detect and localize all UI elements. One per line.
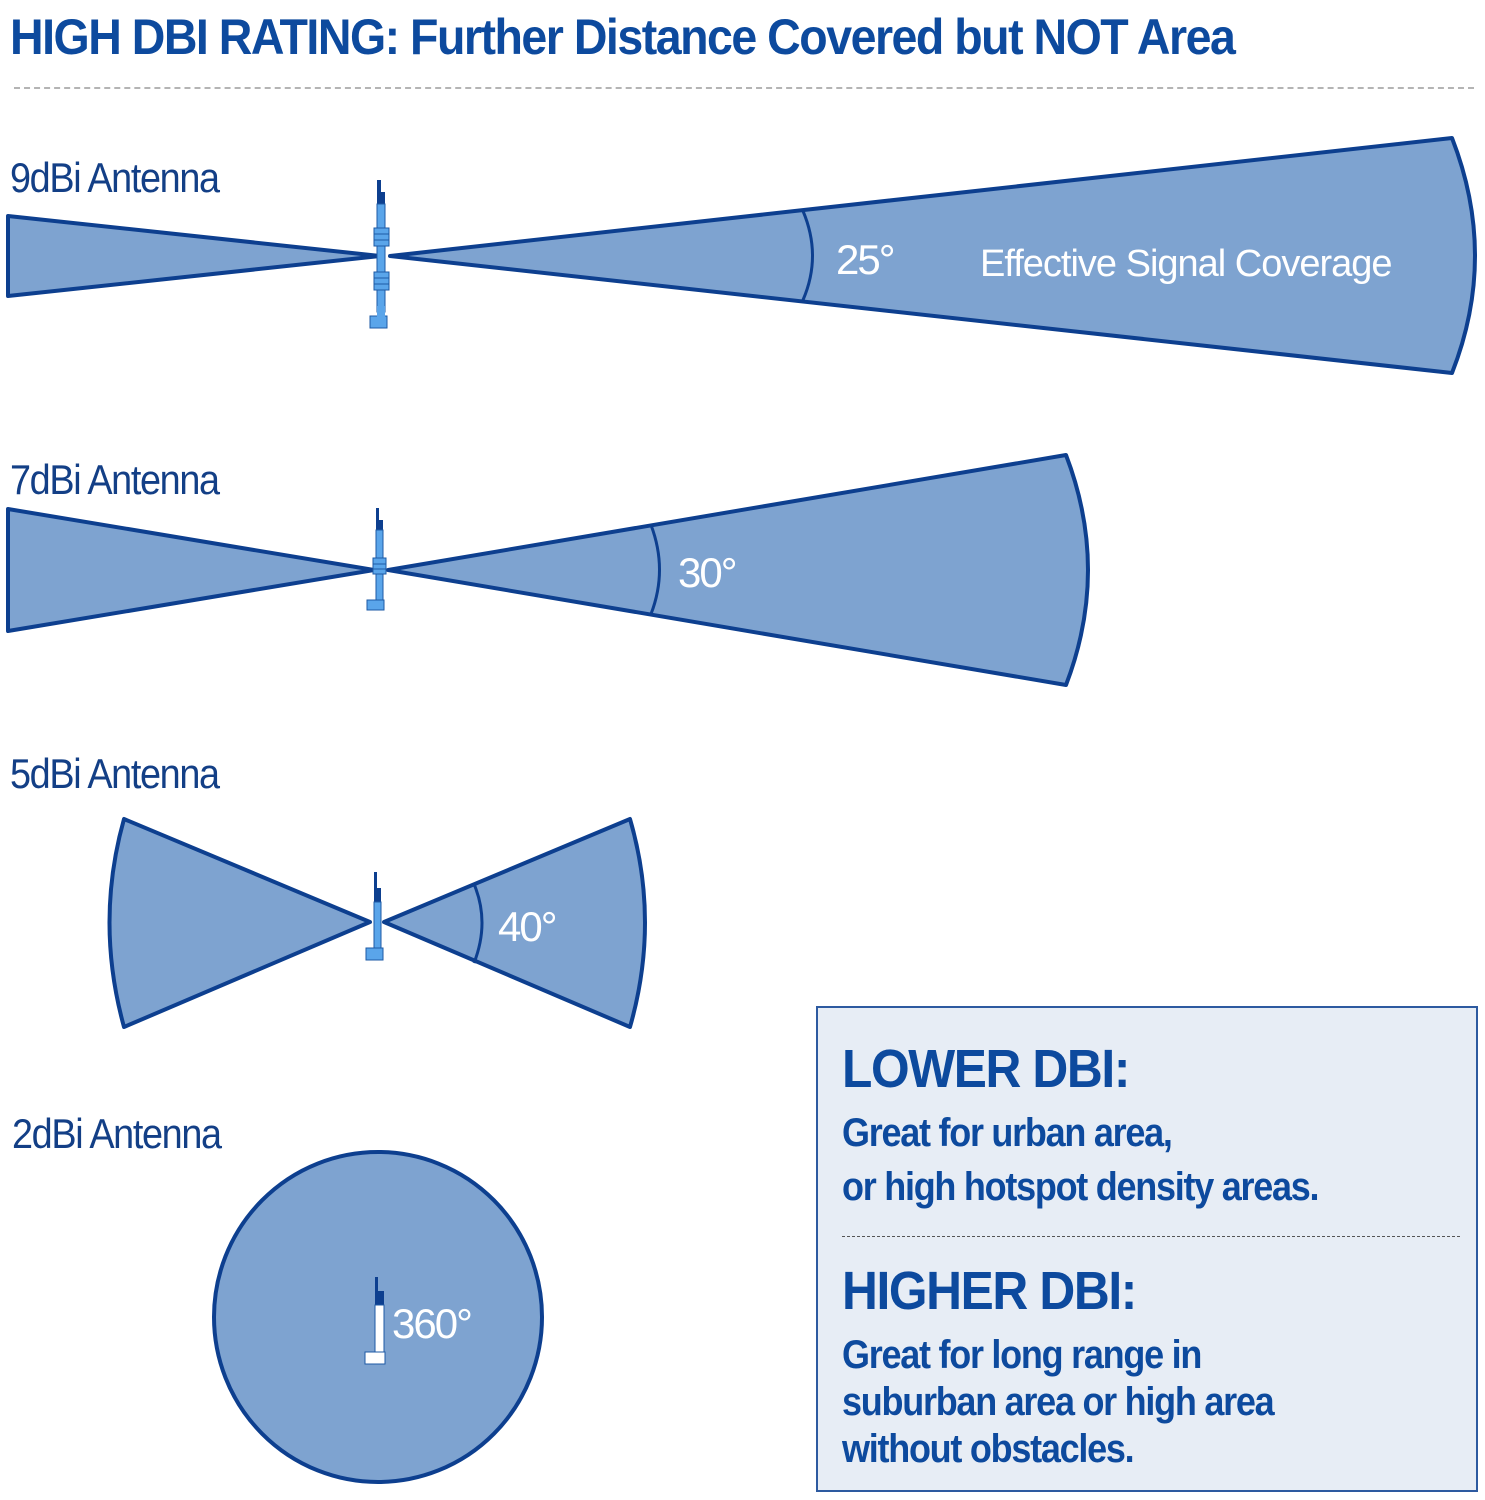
lower-dbi-heading: LOWER DBI: (842, 1039, 1130, 1099)
box-divider (842, 1236, 1460, 1237)
antenna-label-7dbi: 7dBi Antenna (10, 456, 220, 503)
beam-pattern-9dbi: 25° Effective Signal Coverage (6, 136, 1477, 375)
title-divider (14, 87, 1474, 89)
coverage-label: Effective Signal Coverage (980, 243, 1392, 285)
antenna-icon (364, 1277, 386, 1365)
higher-dbi-line-1: Great for long range in (842, 1333, 1202, 1377)
higher-dbi-line-2: suburban area or high area (842, 1380, 1275, 1424)
angle-label-5dbi: 40° (498, 903, 556, 950)
antenna-label-5dbi: 5dBi Antenna (10, 750, 220, 797)
angle-label-9dbi: 25° (836, 236, 894, 283)
angle-label-7dbi: 30° (678, 549, 736, 596)
higher-dbi-line-3: without obstacles. (842, 1427, 1135, 1471)
angle-label-2dbi: 360° (392, 1300, 471, 1347)
lower-dbi-line-1: Great for urban area, (842, 1111, 1173, 1155)
dbi-info-box: LOWER DBI: Great for urban area, or high… (816, 1006, 1478, 1492)
beam-pattern-2dbi: 360° (212, 1150, 544, 1484)
antenna-icon (369, 180, 390, 329)
antenna-icon (366, 508, 387, 611)
antenna-icon (365, 872, 384, 961)
antenna-label-9dbi: 9dBi Antenna (10, 154, 220, 201)
lower-dbi-line-2: or high hotspot density areas. (842, 1165, 1320, 1209)
page-title: HIGH DBI RATING: Further Distance Covere… (10, 9, 1236, 65)
higher-dbi-heading: HIGHER DBI: (842, 1261, 1137, 1321)
beam-pattern-7dbi: 30° (6, 453, 1090, 687)
antenna-label-2dbi: 2dBi Antenna (12, 1110, 222, 1157)
beam-pattern-5dbi: 40° (107, 817, 647, 1029)
